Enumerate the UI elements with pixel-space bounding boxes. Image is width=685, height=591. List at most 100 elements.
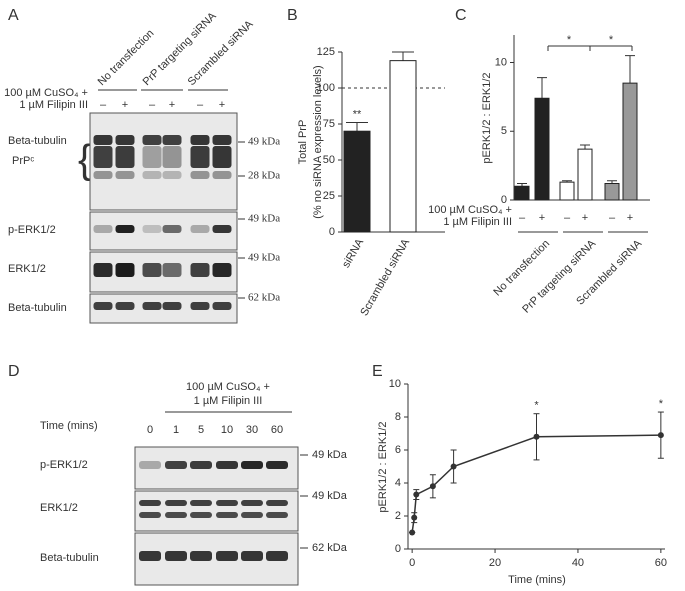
blot-band xyxy=(190,500,212,506)
lane-label: – xyxy=(197,99,204,111)
blot-band xyxy=(212,225,232,233)
y-tick-label: 6 xyxy=(395,444,401,456)
blot-band xyxy=(115,135,135,145)
point xyxy=(429,483,436,490)
blot-band xyxy=(162,135,182,145)
blot-band xyxy=(115,263,135,277)
bar xyxy=(389,60,417,233)
marker-label: 49 kDa xyxy=(248,213,280,225)
blot-band xyxy=(93,146,113,168)
marker-label: 49 kDa xyxy=(248,136,280,148)
blot-band xyxy=(190,512,212,518)
y-tick-label: 50 xyxy=(323,154,335,166)
blot-band xyxy=(216,551,238,561)
blot-band xyxy=(142,135,162,145)
blot-membrane xyxy=(134,490,299,532)
point xyxy=(533,433,540,440)
blot-band xyxy=(162,302,182,310)
blot-band xyxy=(165,461,187,469)
y-tick-label: 0 xyxy=(501,194,507,206)
lane-label: 1 xyxy=(173,424,179,436)
blot-band xyxy=(266,461,288,469)
x-tick-label: siRNA xyxy=(340,236,366,270)
blot-band xyxy=(212,135,232,145)
bar xyxy=(534,97,550,201)
bar xyxy=(622,82,638,201)
point xyxy=(409,529,416,536)
panel-letter: A xyxy=(8,7,19,24)
panel-letter: C xyxy=(455,7,467,24)
blot-band xyxy=(190,551,212,561)
x-tick-label: + xyxy=(582,212,588,224)
time-label: Time (mins) xyxy=(40,420,98,432)
blot-band xyxy=(212,263,232,277)
blot-band xyxy=(142,225,162,233)
blot-band xyxy=(190,302,210,310)
annotation: * xyxy=(534,400,539,412)
blot-band xyxy=(115,146,135,168)
blot-band xyxy=(93,302,113,310)
lane-label: – xyxy=(149,99,156,111)
point xyxy=(657,432,664,439)
y-tick-label: 10 xyxy=(389,378,401,390)
x-tick-label: – xyxy=(609,212,616,224)
blot-band xyxy=(190,461,212,469)
bar xyxy=(514,185,530,201)
blot-band xyxy=(241,461,263,469)
y-axis-label: pERK1/2 : ERK1/2 xyxy=(481,72,493,163)
y-tick-label: 4 xyxy=(395,477,401,489)
bar xyxy=(559,181,575,201)
panel-letter: B xyxy=(287,7,298,24)
row-label: p-ERK1/2 xyxy=(40,459,88,471)
blot-band xyxy=(142,302,162,310)
marker-label: 62 kDa xyxy=(312,542,348,554)
lane-label: + xyxy=(122,99,128,111)
marker-label: 62 kDa xyxy=(248,292,280,304)
blot-band xyxy=(190,225,210,233)
panel-letter: E xyxy=(372,363,383,380)
y-tick-label: 8 xyxy=(395,411,401,423)
blot-band xyxy=(190,171,210,179)
blot-band xyxy=(142,146,162,168)
y-tick-label: 25 xyxy=(323,190,335,202)
treatment-label: 1 µM Filipin III xyxy=(19,99,88,111)
treatment-label: 1 µM Filipin III xyxy=(443,216,512,228)
treatment-label: 100 µM CuSO₄ + xyxy=(428,204,512,216)
bar xyxy=(604,183,620,201)
lane-label: + xyxy=(169,99,175,111)
x-axis-label: Time (mins) xyxy=(508,574,566,586)
marker-label: 28 kDa xyxy=(248,170,280,182)
blot-band xyxy=(93,263,113,277)
treatment-label: 1 µM Filipin III xyxy=(194,395,263,407)
blot-band xyxy=(93,135,113,145)
blot-band xyxy=(162,171,182,179)
blot-band xyxy=(142,171,162,179)
y-tick-label: 2 xyxy=(395,510,401,522)
row-label: Beta-tubulin xyxy=(8,302,67,314)
row-label: ERK1/2 xyxy=(8,263,46,275)
annotation: * xyxy=(659,398,664,410)
blot-band xyxy=(216,500,238,506)
y-axis-label: pERK1/2 : ERK1/2 xyxy=(377,421,389,512)
blot-band xyxy=(216,461,238,469)
point xyxy=(450,463,457,470)
blot-band xyxy=(162,225,182,233)
blot-band xyxy=(139,500,161,506)
lane-label: 60 xyxy=(271,424,283,436)
blot-band xyxy=(165,500,187,506)
row-label: PrPᶜ xyxy=(12,155,34,167)
y-tick-label: 5 xyxy=(501,125,507,137)
x-tick-label: – xyxy=(564,212,571,224)
blot-band xyxy=(142,263,162,277)
blot-band xyxy=(241,551,263,561)
blot-band xyxy=(266,551,288,561)
marker-label: 49 kDa xyxy=(248,252,280,264)
point xyxy=(413,491,420,498)
blot-band xyxy=(266,512,288,518)
x-tick-label: 60 xyxy=(655,557,667,569)
blot-band xyxy=(190,135,210,145)
y-axis-label: Total PrP xyxy=(297,120,309,165)
blot-band xyxy=(139,461,161,469)
point xyxy=(411,514,418,521)
